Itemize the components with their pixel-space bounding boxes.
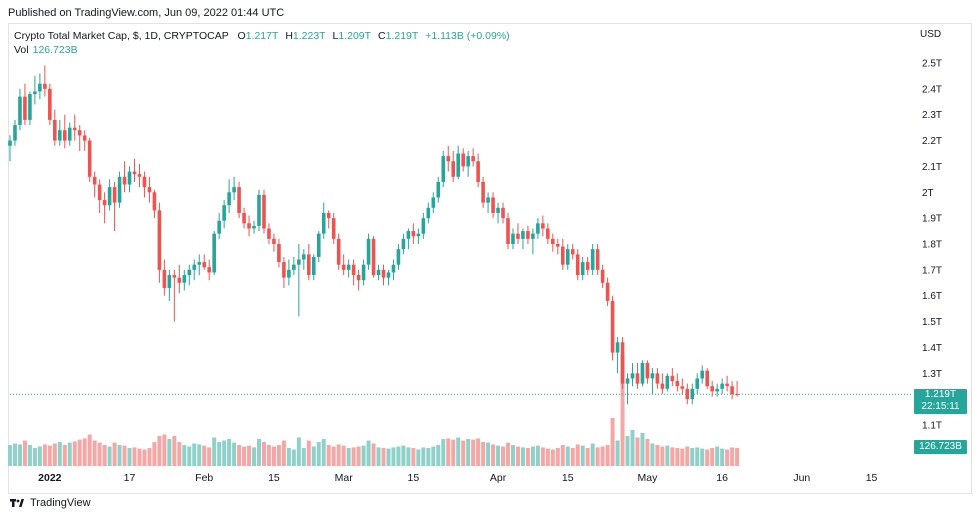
currency-label[interactable]: USD xyxy=(920,29,942,40)
volume-value: 126.723B xyxy=(32,44,78,56)
last-volume-tag: 126.723B xyxy=(914,440,967,454)
close-label: C xyxy=(378,30,386,42)
high-value: 1.223T xyxy=(292,30,326,42)
symbol-name[interactable]: Crypto Total Market Cap, $, 1D, CRYPTOCA… xyxy=(14,30,229,42)
brand-name: TradingView xyxy=(30,497,91,509)
last-price-value: 1.219T xyxy=(924,389,957,400)
symbol-legend: Crypto Total Market Cap, $, 1D, CRYPTOCA… xyxy=(14,30,514,42)
brand-footer[interactable]: TradingView xyxy=(10,497,91,509)
open-label: O xyxy=(237,30,246,42)
tradingview-logo-icon xyxy=(10,499,24,507)
bar-countdown: 22:15:11 xyxy=(921,401,960,412)
last-price-tag: 1.219T 22:15:11 xyxy=(914,389,967,414)
chart-frame xyxy=(8,23,972,494)
volume-label[interactable]: Vol xyxy=(14,44,29,56)
high-label: H xyxy=(285,30,293,42)
close-value: 1.219T xyxy=(385,30,419,42)
low-label: L xyxy=(332,30,339,42)
published-caption: Published on TradingView.com, Jun 09, 20… xyxy=(8,7,285,19)
change-value: +1.113B (+0.09%) xyxy=(425,30,510,42)
volume-legend: Vol 126.723B xyxy=(14,44,78,56)
low-value: 1.209T xyxy=(338,30,372,42)
open-value: 1.217T xyxy=(245,30,279,42)
